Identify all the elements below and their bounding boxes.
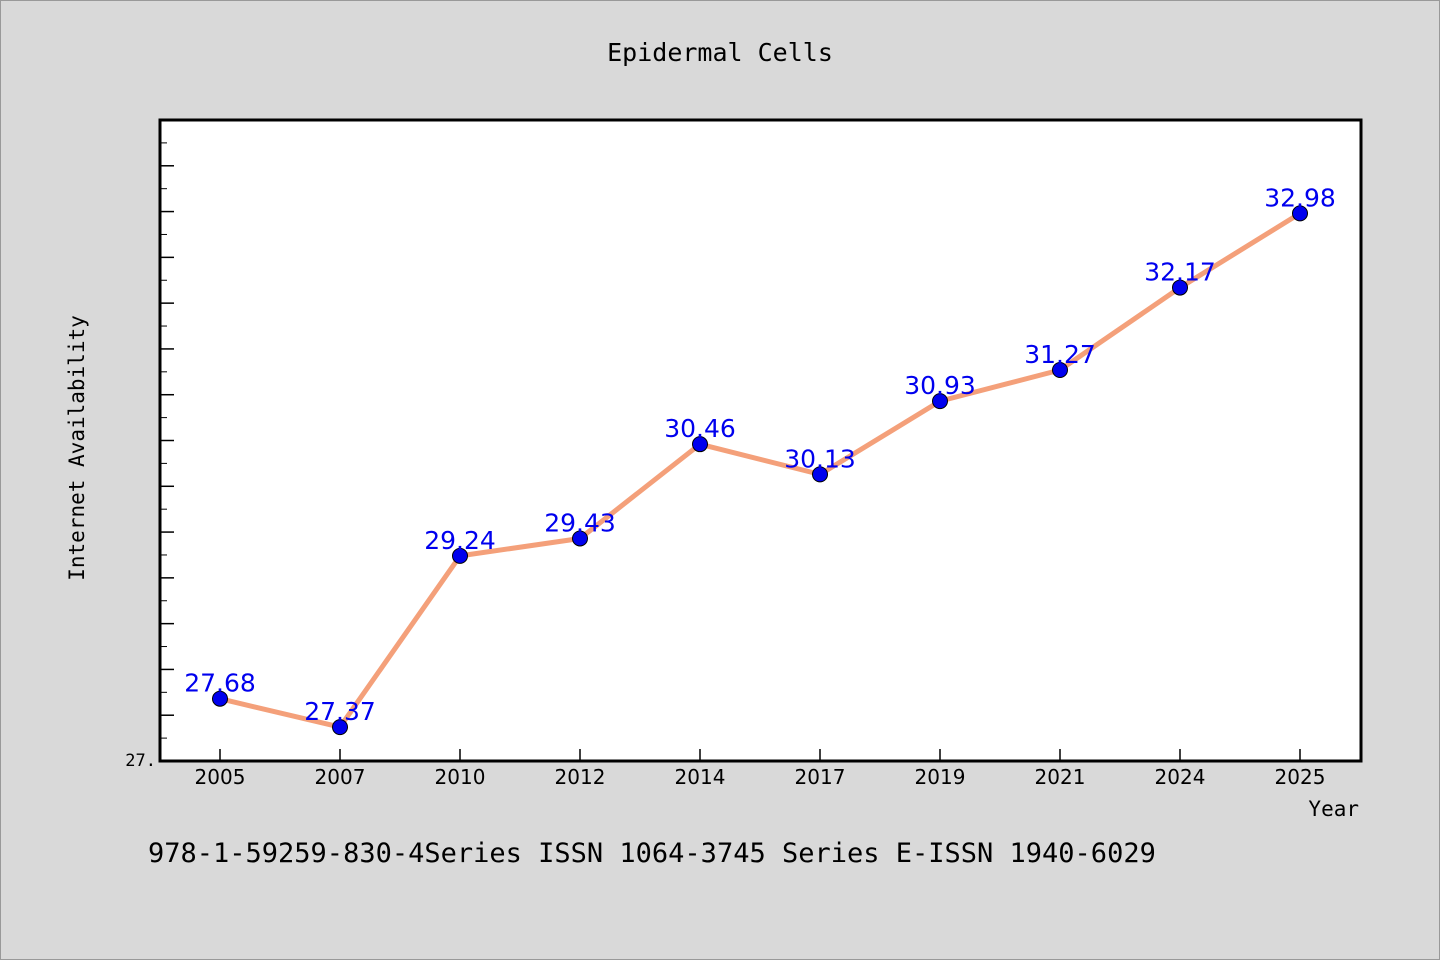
x-tick-label: 2017 (795, 765, 846, 789)
x-tick-label: 2025 (1275, 765, 1326, 789)
x-axis-tick-labels: 2005 2007 2010 2012 2014 2017 2019 2021 2024 2025 (195, 765, 1326, 789)
y-axis-tick-labels: 27. (125, 751, 156, 771)
data-point (572, 530, 588, 547)
x-tick-label: 2005 (195, 765, 246, 789)
y-axis-label: Internet Availability (65, 315, 89, 581)
x-axis-label: Year (1308, 797, 1359, 821)
x-tick-label: 2019 (915, 765, 966, 789)
data-label: 31.27 (1024, 340, 1096, 369)
data-label: 30.93 (904, 371, 976, 400)
x-axis-ticks (219, 749, 1301, 761)
data-labels: 27.68 27.37 29.24 29.43 30.46 30.13 30.93 31.27… (184, 183, 1336, 726)
y-tick-label: 27. (125, 751, 156, 771)
y-axis-ticks (160, 119, 174, 762)
data-point (332, 719, 348, 736)
x-tick-label: 2014 (675, 765, 726, 789)
data-point (812, 466, 828, 483)
data-label: 27.68 (184, 669, 256, 698)
x-tick-label: 2007 (315, 765, 366, 789)
data-label: 27.37 (304, 697, 376, 726)
plot-area (158, 118, 1363, 763)
data-point (932, 393, 948, 410)
data-point (1052, 361, 1068, 378)
data-label: 32.98 (1264, 183, 1336, 212)
chart-title: Epidermal Cells (607, 38, 833, 67)
data-point (692, 436, 708, 453)
data-markers (212, 205, 1308, 736)
data-label: 32.17 (1144, 258, 1216, 287)
series-line (217, 210, 1303, 730)
data-point (1172, 279, 1188, 296)
data-label: 29.43 (544, 508, 616, 537)
data-point (452, 547, 468, 564)
x-tick-label: 2010 (435, 765, 486, 789)
footer-isbn-text: 978-1-59259-830-4Series ISSN 1064-3745 S… (148, 838, 1156, 869)
data-point (1292, 205, 1308, 222)
data-label: 30.13 (784, 444, 856, 473)
data-label: 29.24 (424, 526, 496, 555)
data-point (212, 690, 228, 707)
data-label: 30.46 (664, 414, 736, 443)
x-tick-label: 2024 (1155, 765, 1206, 789)
x-tick-label: 2012 (555, 765, 606, 789)
x-tick-label: 2021 (1035, 765, 1086, 789)
